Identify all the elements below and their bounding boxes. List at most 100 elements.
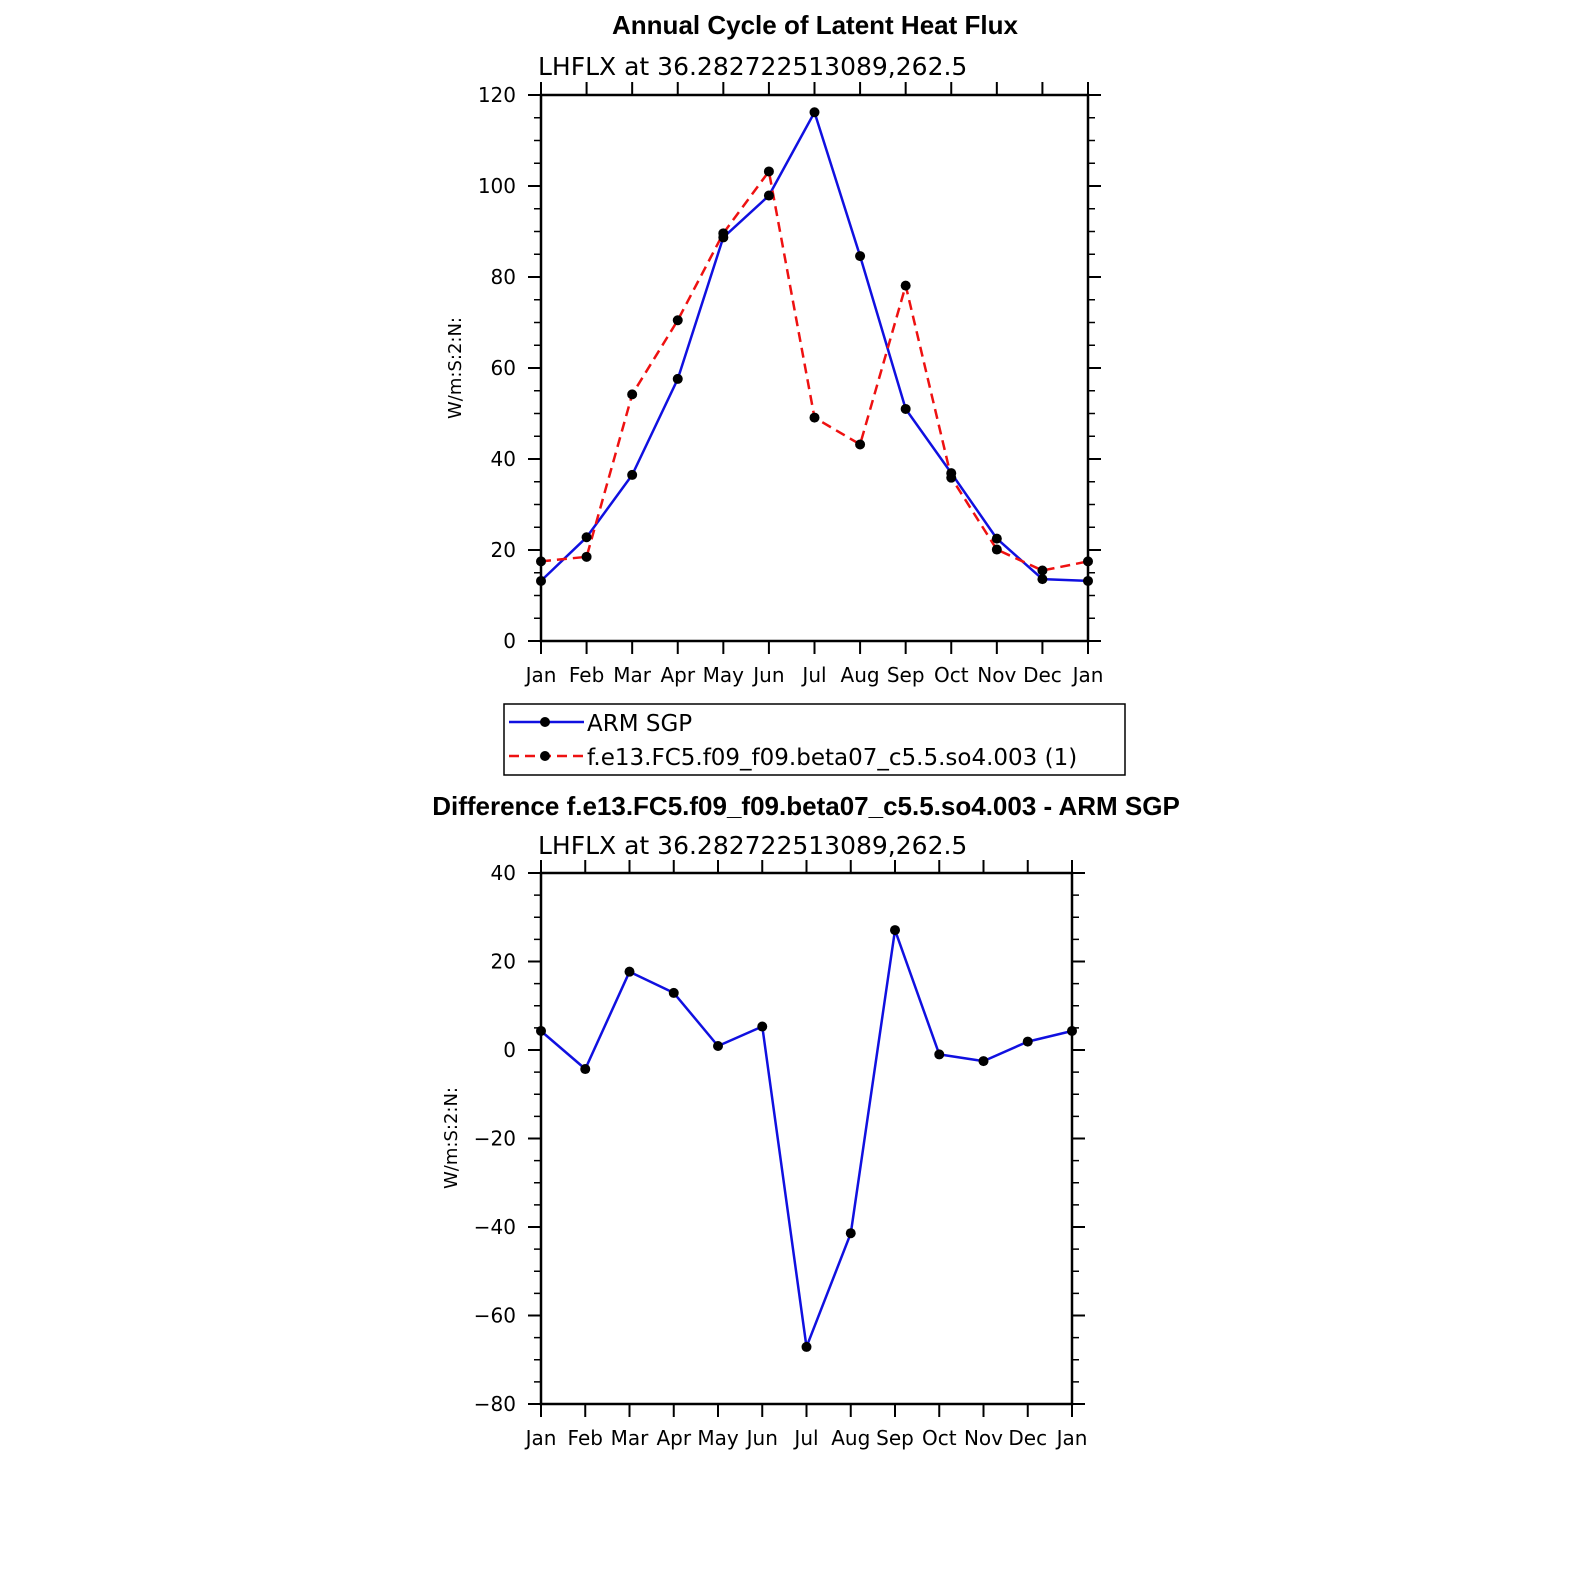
data-point bbox=[900, 280, 911, 291]
data-point bbox=[713, 1041, 723, 1052]
legend: ARM SGP f.e13.FC5.f09_f09.beta07_c5.5.so… bbox=[503, 703, 1126, 776]
x-tick-label: Jun bbox=[745, 1426, 778, 1450]
y-tick-label: 40 bbox=[491, 447, 516, 471]
data-point bbox=[1067, 1025, 1077, 1036]
y-tick-label: 40 bbox=[491, 861, 516, 885]
series-line-difference bbox=[540, 928, 1073, 1349]
data-point bbox=[1037, 574, 1048, 585]
x-tick-labels: Jan Feb Mar Apr May Jun Jul Aug Sep Oct Nov Dec Jan bbox=[524, 663, 1104, 687]
chart-subtitle: LHFLX at 36.282722513089,262.5 bbox=[538, 831, 967, 860]
x-tick-label: Mar bbox=[613, 663, 652, 687]
data-point bbox=[991, 533, 1002, 544]
x-tick-label: May bbox=[697, 1426, 739, 1450]
data-point bbox=[855, 251, 866, 262]
data-point bbox=[900, 403, 911, 414]
data-point bbox=[580, 1064, 591, 1075]
series-group bbox=[536, 925, 1077, 1352]
y-tick-label: 120 bbox=[478, 83, 516, 107]
y-tick-label: −80 bbox=[474, 1392, 516, 1416]
data-point bbox=[1022, 1036, 1033, 1047]
legend-label-arm-sgp: ARM SGP bbox=[587, 711, 692, 737]
y-tick-label: 20 bbox=[491, 950, 516, 974]
y-tick-label: 100 bbox=[478, 174, 516, 198]
data-point bbox=[718, 228, 729, 239]
x-tick-label: Nov bbox=[977, 663, 1016, 687]
x-tick-label: Dec bbox=[1023, 663, 1062, 687]
x-tick-label: Nov bbox=[964, 1426, 1003, 1450]
y-axis-label: W/m:S:2:N: bbox=[445, 317, 466, 419]
y-tick-label: −40 bbox=[474, 1215, 516, 1239]
x-tick-labels: Jan Feb Mar Apr May Jun Jul Aug Sep Oct Nov Dec Jan bbox=[524, 1426, 1088, 1450]
data-point bbox=[536, 575, 546, 586]
chart-title: Annual Cycle of Latent Heat Flux bbox=[612, 10, 1018, 40]
data-point bbox=[672, 315, 683, 326]
data-point bbox=[934, 1049, 945, 1060]
data-point bbox=[801, 1341, 812, 1352]
data-point bbox=[581, 551, 592, 562]
data-point bbox=[809, 412, 820, 423]
y-tick-label: 20 bbox=[491, 538, 516, 562]
y-tick-label: 60 bbox=[491, 356, 516, 380]
y-tick-label: 80 bbox=[491, 265, 516, 289]
data-point bbox=[536, 556, 546, 567]
data-point bbox=[757, 1021, 768, 1032]
x-tick-label: Jan bbox=[1071, 663, 1104, 687]
x-tick-label: Sep bbox=[876, 1426, 914, 1450]
x-tick-label: Mar bbox=[611, 1426, 650, 1450]
x-tick-label: Feb bbox=[569, 663, 604, 687]
x-tick-label: Feb bbox=[568, 1426, 603, 1450]
difference-chart: Difference f.e13.FC5.f09_f09.beta07_c5.5… bbox=[432, 791, 1180, 1450]
series-group bbox=[536, 107, 1093, 586]
data-point bbox=[946, 472, 957, 483]
x-tick-label: Apr bbox=[660, 663, 695, 687]
y-tick-label: −60 bbox=[474, 1304, 516, 1328]
x-tick-label: Dec bbox=[1008, 1426, 1047, 1450]
x-tick-label: Jul bbox=[792, 1426, 818, 1450]
data-point bbox=[855, 439, 866, 450]
data-point bbox=[672, 373, 683, 384]
y-tick-label: −20 bbox=[474, 1127, 516, 1151]
legend-marker-arm-sgp bbox=[540, 717, 550, 727]
legend-box bbox=[503, 703, 1126, 776]
x-tick-label: Jul bbox=[800, 663, 826, 687]
data-point bbox=[978, 1056, 989, 1067]
legend-label-model: f.e13.FC5.f09_f09.beta07_c5.5.so4.003 (1… bbox=[587, 745, 1077, 771]
data-point bbox=[1083, 575, 1093, 586]
data-point bbox=[627, 469, 638, 480]
y-tick-label: 0 bbox=[503, 1038, 516, 1062]
plot-frame bbox=[539, 93, 1090, 643]
annual-cycle-chart: Annual Cycle of Latent Heat Flux LHFLX a… bbox=[445, 10, 1126, 776]
legend-marker-model bbox=[540, 751, 550, 761]
data-point bbox=[809, 107, 820, 118]
data-point bbox=[536, 1025, 546, 1036]
plot-frame bbox=[539, 871, 1074, 1406]
chart-title: Difference f.e13.FC5.f09_f09.beta07_c5.5… bbox=[432, 791, 1180, 821]
y-axis-label: W/m:S:2:N: bbox=[441, 1087, 462, 1189]
data-point bbox=[890, 925, 900, 936]
data-point bbox=[581, 532, 592, 543]
y-tick-labels: 0 20 40 60 80 100 120 bbox=[478, 83, 516, 653]
data-point bbox=[627, 389, 638, 400]
x-tick-label: Oct bbox=[922, 1426, 957, 1450]
axis-ticks bbox=[528, 82, 1101, 654]
x-tick-label: Aug bbox=[831, 1426, 870, 1450]
data-point bbox=[668, 987, 679, 998]
x-tick-label: May bbox=[703, 663, 745, 687]
x-tick-label: Apr bbox=[656, 1426, 691, 1450]
x-tick-label: Jun bbox=[751, 663, 784, 687]
chart-subtitle: LHFLX at 36.282722513089,262.5 bbox=[538, 52, 967, 81]
data-point bbox=[1083, 556, 1093, 567]
data-point bbox=[845, 1228, 856, 1239]
series-line-arm bbox=[540, 111, 1089, 583]
data-point bbox=[1037, 565, 1048, 576]
y-tick-labels: −80 −60 −40 −20 0 20 40 bbox=[474, 861, 516, 1416]
data-point bbox=[991, 544, 1002, 555]
data-point bbox=[624, 966, 635, 977]
data-point bbox=[763, 166, 774, 177]
data-point bbox=[763, 190, 774, 201]
x-tick-label: Jan bbox=[524, 1426, 557, 1450]
x-tick-label: Jan bbox=[1055, 1426, 1088, 1450]
series-line-f.e13.fc5.f09_f09.beta07_c5.5.so4.003 bbox=[540, 170, 1089, 572]
x-tick-label: Jan bbox=[524, 663, 557, 687]
